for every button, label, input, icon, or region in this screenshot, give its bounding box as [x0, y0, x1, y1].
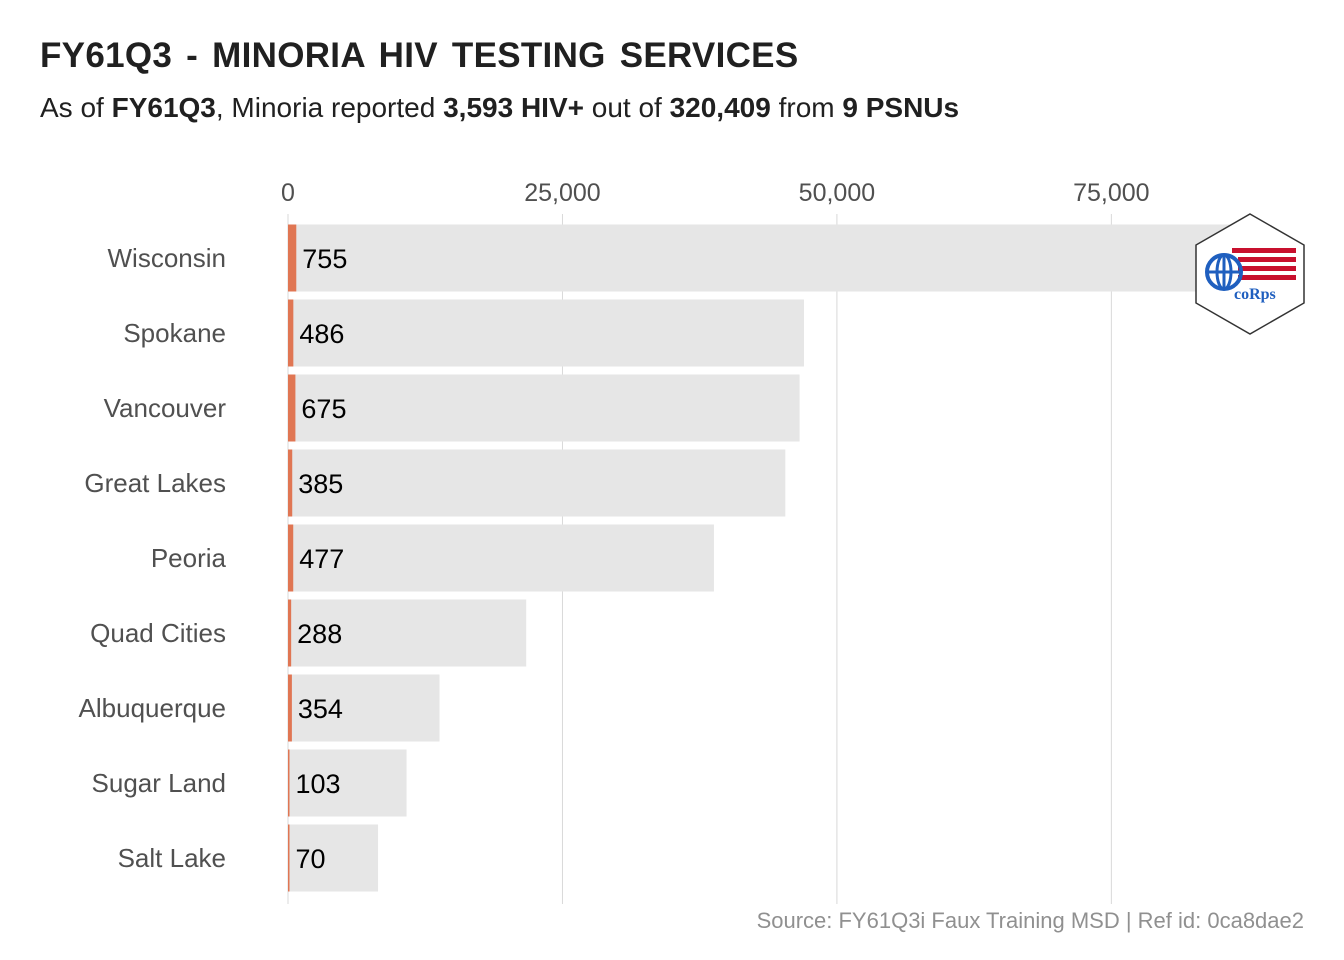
category-label: Great Lakes — [84, 468, 226, 498]
subtitle-text-3: out of — [583, 92, 670, 123]
chart-subtitle: As of FY61Q3, Minoria reported 3,593 HIV… — [40, 92, 959, 124]
data-label: 385 — [298, 469, 343, 499]
bar-total — [288, 674, 440, 742]
data-label: 486 — [299, 319, 344, 349]
data-label: 675 — [301, 394, 346, 424]
data-label: 103 — [296, 769, 341, 799]
bar-positive — [288, 749, 290, 817]
category-label: Salt Lake — [118, 843, 226, 873]
data-label: 477 — [299, 544, 344, 574]
bar-total — [288, 374, 800, 442]
bar-positive — [288, 524, 294, 592]
category-label: Sugar Land — [92, 768, 226, 798]
bar-positive — [288, 599, 292, 667]
bar-positive — [288, 299, 294, 367]
corps-logo: coRps — [1195, 213, 1305, 335]
chart-source-caption: Source: FY61Q3i Faux Training MSD | Ref … — [756, 908, 1304, 933]
bar-positive — [288, 449, 293, 517]
bar-total — [288, 299, 804, 367]
bar-total — [288, 524, 714, 592]
category-label: Peoria — [151, 543, 227, 573]
x-tick-label: 0 — [281, 179, 295, 207]
bar-positive — [288, 224, 297, 292]
data-label: 755 — [302, 244, 347, 274]
subtitle-period: FY61Q3 — [111, 92, 216, 123]
bar-total — [288, 224, 1244, 292]
bar-total — [288, 749, 407, 817]
category-label: Vancouver — [104, 393, 227, 423]
category-label: Spokane — [123, 318, 226, 348]
subtitle-text-1: As of — [40, 92, 112, 123]
bar-total — [288, 824, 379, 892]
chart-title: FY61Q3 - MINORIA HIV TESTING SERVICES — [40, 36, 799, 75]
subtitle-psnu-count: 9 PSNUs — [842, 92, 960, 123]
bar-positive — [288, 374, 296, 442]
bar-total — [288, 599, 527, 667]
subtitle-total-count: 320,409 — [669, 92, 771, 123]
category-label: Quad Cities — [90, 618, 226, 648]
data-label: 354 — [298, 694, 343, 724]
subtitle-text-4: from — [770, 92, 843, 123]
bar-positive — [288, 674, 292, 742]
data-label: 288 — [297, 619, 342, 649]
bar-total — [288, 449, 786, 517]
category-label: Albuquerque — [79, 693, 226, 723]
x-tick-label: 75,000 — [1073, 179, 1149, 207]
subtitle-positive-count: 3,593 HIV+ — [443, 92, 584, 123]
category-label: Wisconsin — [108, 243, 226, 273]
x-tick-label: 50,000 — [799, 179, 875, 207]
logo-text: coRps — [1234, 286, 1276, 303]
data-label: 70 — [296, 844, 326, 874]
x-tick-label: 25,000 — [524, 179, 600, 207]
bar-positive — [288, 824, 290, 892]
subtitle-text-2: , Minoria reported — [215, 92, 444, 123]
